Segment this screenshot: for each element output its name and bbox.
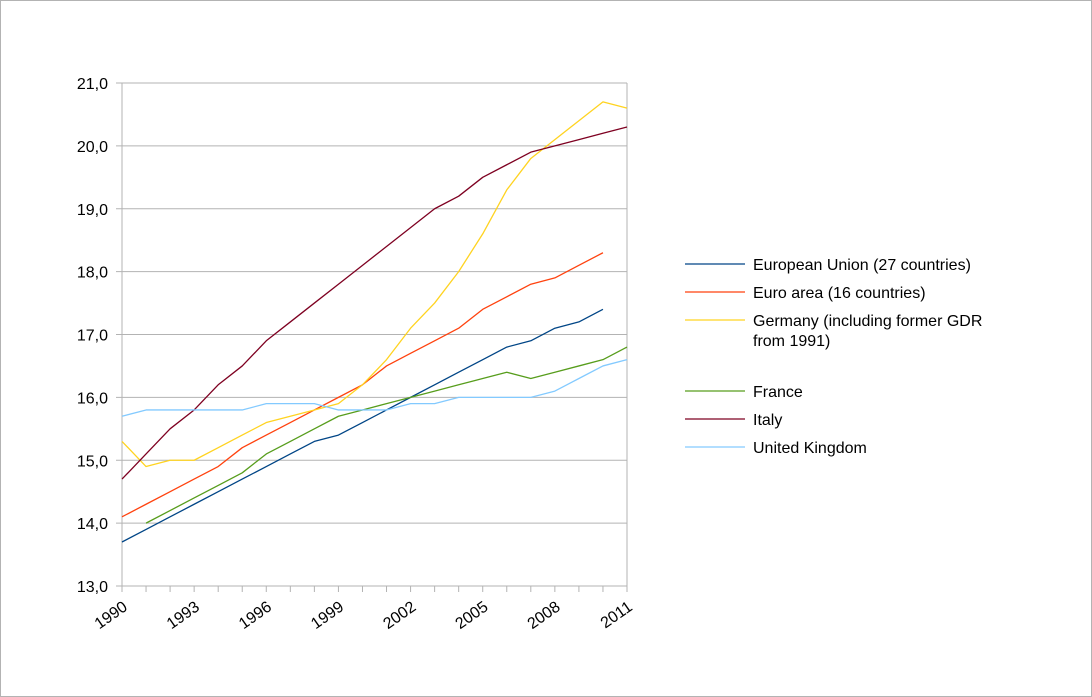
y-tick-label: 14,0 [77, 516, 108, 533]
x-tick-label: 2005 [453, 598, 492, 632]
legend: European Union (27 countries) Euro area (… [685, 257, 982, 457]
y-tick-labels: 13,0 14,0 15,0 16,0 17,0 18,0 19,0 20,0 21,0 [77, 76, 108, 596]
x-tick-label: 2002 [380, 598, 419, 632]
x-tick-label: 1990 [92, 598, 131, 632]
y-tick-label: 21,0 [77, 76, 108, 93]
legend-label: European Union (27 countries) [753, 257, 971, 274]
y-tick-label: 19,0 [77, 202, 108, 219]
y-tick-label: 20,0 [77, 139, 108, 156]
y-tick-label: 18,0 [77, 265, 108, 282]
y-tick-label: 17,0 [77, 328, 108, 345]
series-lines [121, 101, 628, 543]
y-tick-label: 13,0 [77, 579, 108, 596]
grid-lines [122, 82, 627, 587]
x-tick-labels: 1990 1993 1996 1999 2002 2005 2008 2011 [92, 598, 636, 632]
legend-label: from 1991) [753, 333, 830, 350]
series-line-4 [121, 126, 628, 480]
x-tick-label: 1996 [236, 598, 275, 632]
x-tick-label: 2008 [525, 598, 564, 632]
x-tick-label: 1999 [308, 598, 347, 632]
legend-label: Germany (including former GDR [753, 313, 982, 330]
legend-label: Euro area (16 countries) [753, 285, 926, 302]
x-tick-label: 2011 [598, 598, 636, 632]
series-line-3 [145, 346, 628, 524]
x-tick-label: 1993 [164, 598, 203, 632]
series-line-2 [121, 101, 628, 468]
series-line-5 [121, 359, 628, 417]
axes [116, 82, 628, 592]
legend-label: United Kingdom [753, 440, 867, 457]
series-line-0 [121, 308, 604, 543]
legend-label: Italy [753, 412, 782, 429]
legend-label: France [753, 384, 803, 401]
y-tick-label: 15,0 [77, 453, 108, 470]
y-tick-label: 16,0 [77, 390, 108, 407]
